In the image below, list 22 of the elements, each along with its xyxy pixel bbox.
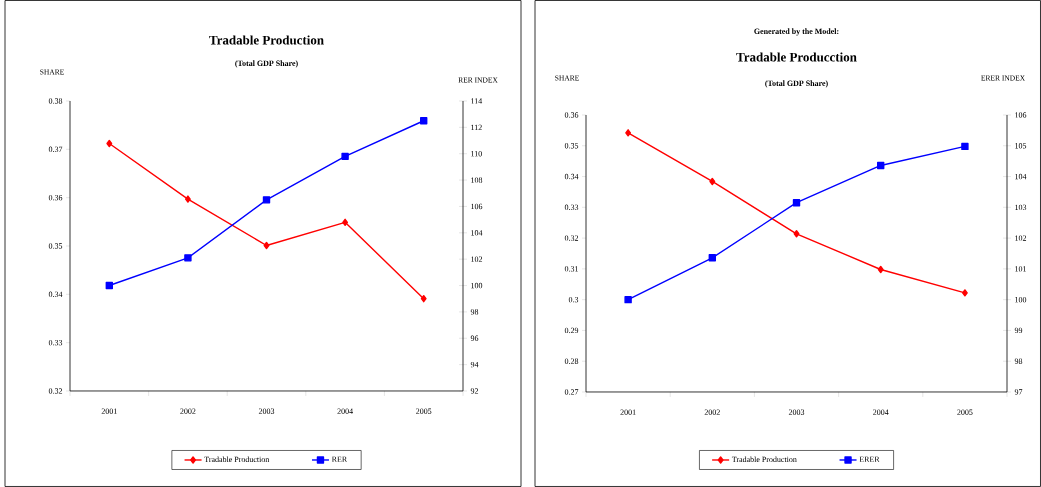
point xyxy=(961,289,968,297)
point xyxy=(420,294,427,303)
point xyxy=(342,218,349,227)
point xyxy=(105,281,114,290)
point xyxy=(624,295,632,304)
point xyxy=(708,254,717,262)
point xyxy=(877,161,885,170)
point xyxy=(625,129,632,137)
point xyxy=(262,196,271,204)
chart-title: Tradable Production xyxy=(209,35,324,45)
point xyxy=(106,139,113,148)
point xyxy=(877,265,884,274)
point xyxy=(184,254,192,262)
point xyxy=(341,152,349,161)
point xyxy=(263,241,270,250)
point xyxy=(420,117,428,125)
point xyxy=(184,195,191,203)
point xyxy=(709,177,716,186)
point xyxy=(792,199,801,207)
point xyxy=(793,230,800,238)
chart-title: Tradable Producction xyxy=(736,52,857,62)
point xyxy=(961,142,969,151)
